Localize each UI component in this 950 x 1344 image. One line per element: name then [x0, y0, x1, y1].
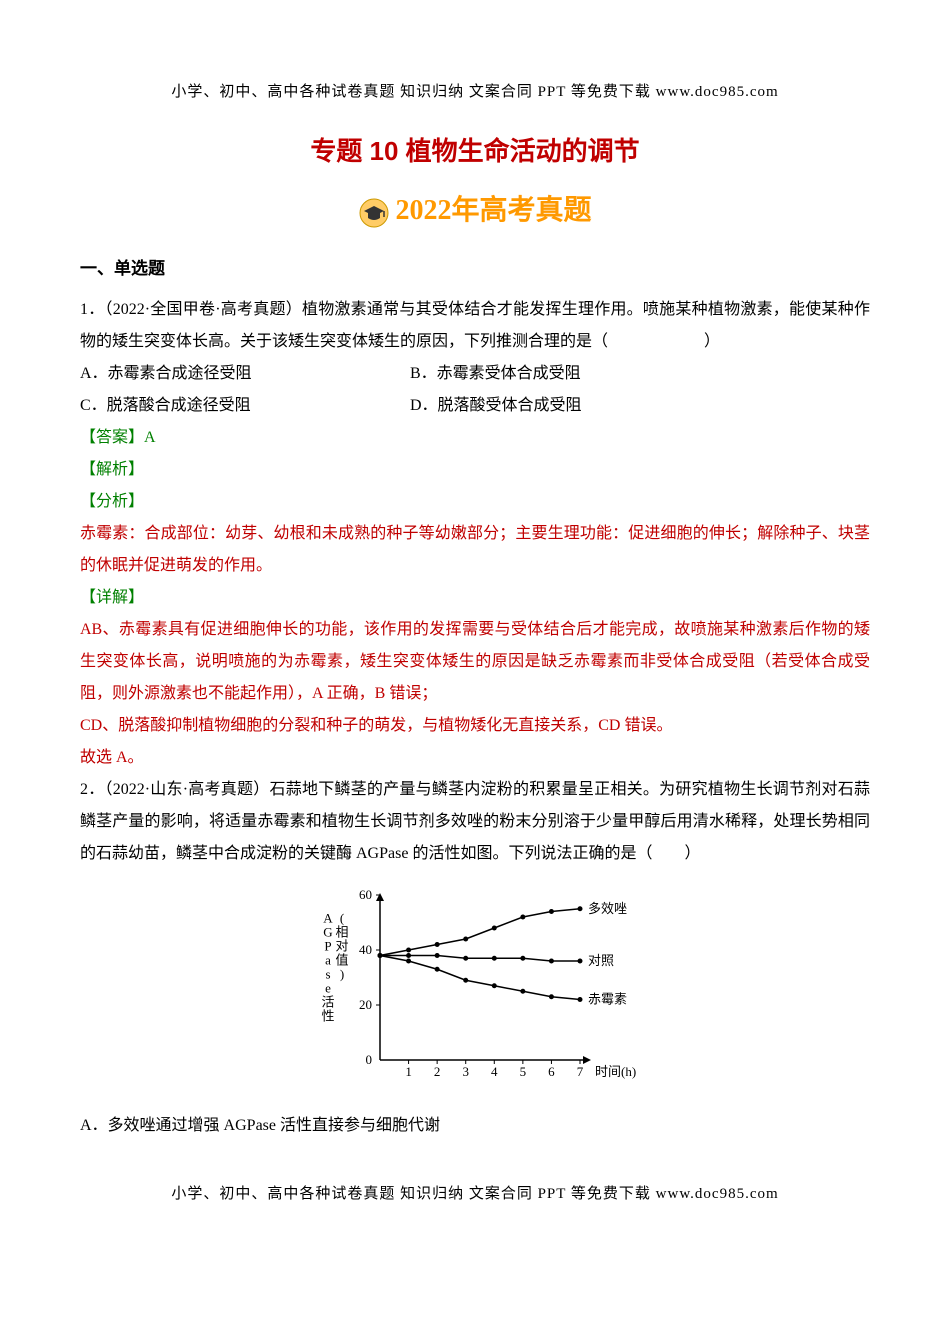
q1-option-c: C．脱落酸合成途径受阻	[80, 390, 410, 422]
q1-fenxi-body: 赤霉素：合成部位：幼芽、幼根和未成熟的种子等幼嫩部分；主要生理功能：促进细胞的伸…	[80, 518, 870, 582]
svg-text:s: s	[325, 966, 330, 981]
svg-text:时间(h): 时间(h)	[595, 1064, 636, 1079]
svg-text:多效唑: 多效唑	[588, 900, 627, 915]
svg-text:相: 相	[335, 924, 348, 939]
line-chart-svg: 0 20 40 60 1 2 3 4 5 6 7 时间(h) AGPase活性 (相对值) 多效唑对照赤霉素	[310, 880, 640, 1090]
svg-text:3: 3	[462, 1064, 469, 1079]
svg-text:0: 0	[366, 1052, 373, 1067]
svg-text:性: 性	[321, 1008, 334, 1023]
svg-text:A: A	[323, 910, 333, 925]
q1-option-d: D．脱落酸受体合成受阻	[410, 390, 870, 422]
svg-text:1: 1	[405, 1064, 412, 1079]
q1-options-row2: C．脱落酸合成途径受阻 D．脱落酸受体合成受阻	[80, 390, 870, 422]
svg-text:对照: 对照	[588, 953, 614, 968]
svg-text:5: 5	[520, 1064, 527, 1079]
svg-text:e: e	[325, 980, 331, 995]
svg-text:(: (	[340, 910, 344, 925]
svg-text:): )	[340, 966, 344, 981]
svg-text:G: G	[323, 924, 332, 939]
q1-xiangjie-body1: AB、赤霉素具有促进细胞伸长的功能，该作用的发挥需要与受体结合后才能完成，故喷施…	[80, 614, 870, 710]
page: 小学、初中、高中各种试卷真题 知识归纳 文案合同 PPT 等免费下载 www.d…	[0, 0, 950, 1263]
q1-options-row1: A．赤霉素合成途径受阻 B．赤霉素受体合成受阻	[80, 358, 870, 390]
svg-text:7: 7	[577, 1064, 584, 1079]
svg-text:P: P	[324, 938, 331, 953]
svg-text:6: 6	[548, 1064, 555, 1079]
svg-text:赤霉素: 赤霉素	[588, 991, 627, 1006]
q1-answer: 【答案】A	[80, 422, 870, 454]
page-header: 小学、初中、高中各种试卷真题 知识归纳 文案合同 PPT 等免费下载 www.d…	[80, 80, 870, 101]
q1-stem: 1．（2022·全国甲卷·高考真题）植物激素通常与其受体结合才能发挥生理作用。喷…	[80, 294, 870, 358]
svg-text:活: 活	[321, 994, 334, 1009]
section-heading: 一、单选题	[80, 254, 870, 279]
svg-text:2: 2	[434, 1064, 441, 1079]
agpase-chart: 0 20 40 60 1 2 3 4 5 6 7 时间(h) AGPase活性 (相对值) 多效唑对照赤霉素	[80, 880, 870, 1095]
q1-jiexi-label: 【解析】	[80, 454, 870, 486]
svg-text:值: 值	[335, 952, 348, 967]
svg-text:对: 对	[335, 938, 348, 953]
page-footer: 小学、初中、高中各种试卷真题 知识归纳 文案合同 PPT 等免费下载 www.d…	[80, 1182, 870, 1203]
svg-text:60: 60	[359, 887, 372, 902]
exam-banner: 2022年高考真题	[80, 188, 870, 229]
main-title: 专题 10 植物生命活动的调节	[80, 131, 870, 168]
graduation-cap-icon	[358, 197, 390, 229]
q1-xiangjie-body2: CD、脱落酸抑制植物细胞的分裂和种子的萌发，与植物矮化无直接关系，CD 错误。	[80, 710, 870, 742]
q1-option-a: A．赤霉素合成途径受阻	[80, 358, 410, 390]
svg-text:a: a	[325, 952, 331, 967]
q1-option-b: B．赤霉素受体合成受阻	[410, 358, 870, 390]
svg-text:20: 20	[359, 997, 372, 1012]
q2-option-a: A．多效唑通过增强 AGPase 活性直接参与细胞代谢	[80, 1110, 870, 1142]
svg-text:40: 40	[359, 942, 372, 957]
q1-guxuan: 故选 A。	[80, 742, 870, 774]
q1-fenxi-label: 【分析】	[80, 486, 870, 518]
q1-xiangjie-label: 【详解】	[80, 582, 870, 614]
banner-text: 2022年高考真题	[395, 195, 591, 226]
svg-text:4: 4	[491, 1064, 498, 1079]
q2-stem: 2．（2022·山东·高考真题）石蒜地下鳞茎的产量与鳞茎内淀粉的积累量呈正相关。…	[80, 774, 870, 870]
